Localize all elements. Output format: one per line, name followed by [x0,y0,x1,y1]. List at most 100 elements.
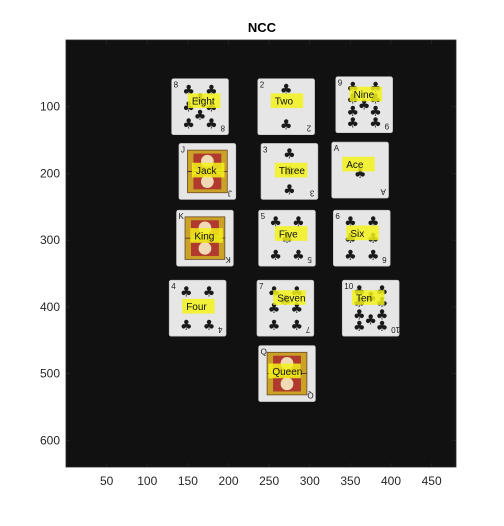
detection-box [342,156,375,172]
x-tick-label: 250 [259,474,279,488]
card-rank-corner: 9 [338,79,343,88]
card-rank-corner: 8 [174,81,179,90]
card-rank-corner: J [228,188,232,197]
club-icon: ♣ [280,118,293,134]
plot-area: 88♣♣♣♣♣♣♣♣Eight22♣♣Two99♣♣♣♣♣♣♣♣♣NineJJJ… [40,39,457,488]
club-icon: ♣ [182,117,195,133]
card-rank-corner: 10 [344,282,353,291]
card-seven: 77♣♣♣♣♣♣♣Seven [256,279,315,337]
card-ace: AA♣Ace [331,141,389,199]
x-tick-label: 100 [137,474,157,488]
axes-frame [65,39,457,468]
card-rank-corner: 4 [218,325,223,334]
card-two: 22♣♣Two [257,78,315,136]
card-rank-corner: 2 [260,81,265,90]
club-icon: ♣ [290,318,303,334]
detection-label: King [194,231,214,242]
detection-label: Two [275,97,294,108]
card-rank-corner: 7 [305,325,310,334]
club-icon: ♣ [376,307,389,323]
detection-label: Ten [356,294,372,305]
detection-label: Jack [196,166,218,177]
club-icon: ♣ [283,182,296,198]
club-icon: ♣ [347,116,360,132]
face-card-art [280,377,294,391]
club-icon: ♣ [367,248,380,264]
x-tick-label: 350 [340,474,360,488]
detection-label: Queen [272,367,302,378]
club-icon: ♣ [369,116,382,132]
detection-label: Nine [354,90,375,101]
card-rank-corner: Q [261,348,267,357]
club-icon: ♣ [353,319,366,335]
club-icon: ♣ [194,108,207,124]
club-icon: ♣ [268,301,281,317]
detection-box [346,225,379,241]
card-queen: Q Q Queen [258,345,316,402]
detection-label: Six [350,229,364,240]
card-eight: 88♣♣♣♣♣♣♣♣Eight [171,78,229,136]
club-icon: ♣ [369,104,382,120]
card-rank-corner: 5 [307,255,312,264]
detection-box [190,228,223,243]
card-four: 44♣ ♣♣ ♣Four [168,279,227,337]
x-tick-label: 400 [381,474,401,488]
club-icon: ♣ [205,117,218,133]
club-icon: ♣ [290,301,303,317]
face-card-art [198,242,212,255]
detection-label: Eight [192,97,215,108]
card-rank-corner: 10 [391,325,400,334]
card-rank-corner: 8 [220,124,225,133]
card-rank-corner: A [380,187,386,196]
card-three: 33♣♣♣Three [260,143,319,200]
x-tick-label: 50 [100,474,114,488]
y-tick-label: 200 [40,166,60,180]
card-rank-corner: 3 [309,188,314,197]
card-rank-corner: 5 [261,212,266,221]
face-card-art [201,175,214,189]
card-rank-corner: A [334,144,340,153]
detection-box [349,86,383,102]
card-rank-corner: 6 [382,255,387,264]
detection-box [273,290,306,305]
detection-box [274,226,308,241]
club-icon: ♣ [358,98,371,114]
y-tick-label: 500 [40,367,60,381]
card-rank-corner: K [225,255,231,264]
detection-label: Seven [277,294,305,305]
detection-label: Four [186,302,207,313]
x-tick-label: 200 [218,474,238,488]
card-rank-corner: K [179,212,185,221]
detection-box [270,93,304,109]
club-icon: ♣ [344,248,357,264]
club-icon: ♣ [376,319,389,335]
detection-box [274,162,308,178]
detection-box [191,162,225,178]
x-tick-label: 450 [422,474,442,488]
x-tick-label: 150 [178,474,198,488]
club-icon: ♣ [353,307,366,323]
y-tick-label: 300 [40,233,60,247]
card-six: 66♣♣♣♣♣♣Six [333,209,391,267]
x-tick-label: 300 [300,474,320,488]
detection-box [187,93,221,109]
club-icon: ♣ [268,318,281,334]
detection-box [352,290,385,305]
club-icon: ♣ [364,312,377,328]
card-rank-corner: 4 [171,282,176,291]
club-icon: ♣ [283,147,296,163]
card-rank-corner: 3 [263,145,268,154]
club-icon: ♣ [203,318,216,334]
card-rank-corner: J [181,145,185,154]
club-icon: ♣ [292,248,305,264]
card-nine: 99♣♣♣♣♣♣♣♣♣Nine [335,76,393,134]
detection-label: Three [279,166,306,177]
card-jack: J J Jack [178,143,237,200]
detection-label: Ace [346,160,364,171]
club-icon: ♣ [180,318,193,334]
card-rank-corner: 7 [259,282,264,291]
y-tick-label: 100 [40,100,60,114]
card-king: K K King [176,209,234,267]
detection-box [268,363,301,379]
